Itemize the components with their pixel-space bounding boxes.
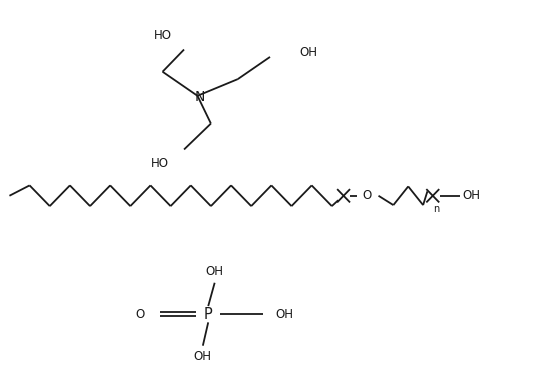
Text: OH: OH (300, 46, 318, 59)
Text: OH: OH (206, 265, 224, 278)
Text: OH: OH (462, 189, 480, 202)
Text: HO: HO (151, 157, 169, 170)
Text: P: P (204, 307, 213, 322)
Text: N: N (195, 90, 205, 104)
Text: OH: OH (194, 350, 212, 363)
Text: HO: HO (153, 29, 172, 42)
Text: n: n (433, 204, 439, 214)
Text: O: O (362, 188, 372, 201)
Text: OH: OH (275, 308, 294, 321)
Text: O: O (136, 308, 145, 321)
